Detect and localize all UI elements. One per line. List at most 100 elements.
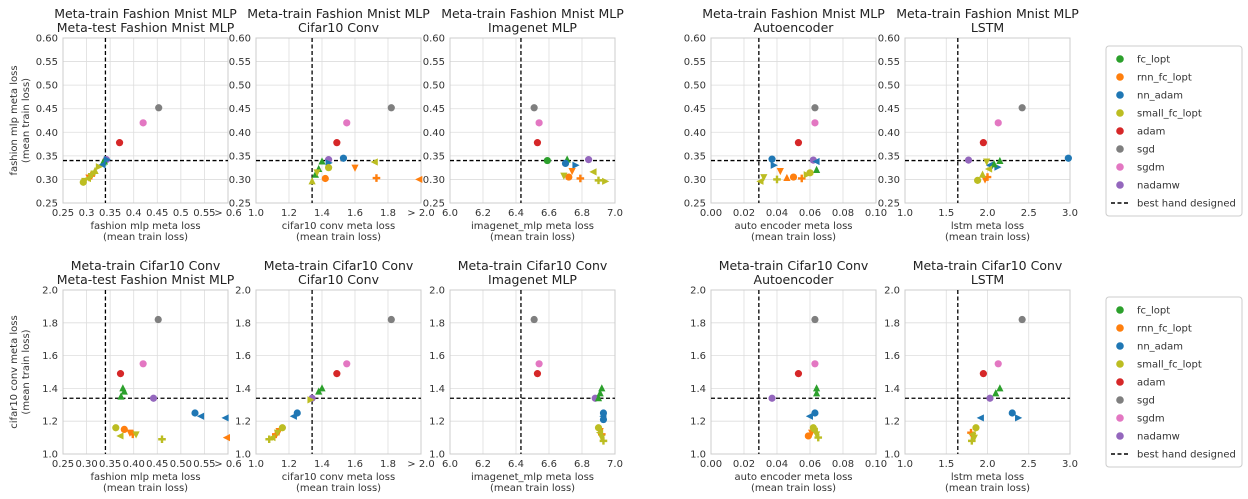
x-axis-label-sub: (mean train loss) — [945, 483, 1030, 494]
x-tick-label: 1.0 — [248, 459, 264, 470]
y-tick-label: 0.45 — [878, 104, 900, 115]
point-sgdm — [343, 119, 351, 127]
y-tick-label: 0.55 — [229, 57, 251, 68]
subplot-subtitle: Autoencoder — [754, 20, 835, 35]
y-tick-label: 1.8 — [690, 318, 706, 329]
x-tick-label: 2.5 — [1021, 208, 1037, 219]
point-rnn_fc_lopt — [272, 430, 280, 439]
x-axis-label: auto encoder meta loss — [734, 472, 852, 483]
point-sgd — [530, 104, 538, 112]
x-tick-label: 1.8 — [380, 459, 396, 470]
point-nn_adam — [770, 161, 778, 169]
x-tick-label: 0.25 — [52, 208, 74, 219]
y-tick-label: 0.45 — [229, 104, 251, 115]
legend-marker-small_fc_lopt — [1116, 360, 1124, 368]
point-fc_lopt — [594, 394, 603, 402]
x-tick-label: 0.06 — [799, 208, 821, 219]
legend-label: sgdm — [1137, 414, 1165, 425]
point-small_fc_lopt — [560, 172, 568, 180]
x-tick-label: 6.0 — [442, 208, 458, 219]
x-tick-label: 6.8 — [574, 208, 590, 219]
point-fc_lopt — [813, 389, 821, 397]
x-tick-label: > 0.6 — [214, 459, 241, 470]
point-sgd — [530, 315, 538, 324]
point-rnn_fc_lopt — [776, 167, 784, 176]
y-tick-label: 1.6 — [235, 351, 251, 362]
point-nn_adam — [1008, 409, 1016, 417]
y-tick-label: 1.8 — [429, 318, 445, 329]
y-tick-label: 0.50 — [229, 81, 251, 92]
y-tick-label: 0.55 — [423, 57, 445, 68]
x-tick-label: 0.04 — [766, 459, 788, 470]
point-adam — [116, 370, 125, 378]
y-tick-label: 0.50 — [878, 81, 900, 92]
subplot-subtitle: Cifar10 Conv — [298, 20, 380, 35]
subplot-title: Meta-train Fashion Mnist MLP — [702, 6, 885, 21]
plot-frame — [449, 289, 616, 455]
y-tick-label: 0.30 — [684, 175, 706, 186]
y-tick-label: 0.25 — [423, 199, 445, 210]
subplot-subtitle: Imagenet MLP — [488, 20, 577, 35]
point-sgdm — [811, 119, 819, 127]
point-small_fc_lopt — [974, 176, 982, 184]
y-tick-label: 1.2 — [884, 417, 900, 428]
point-fc_lopt — [120, 387, 128, 395]
plot-frame — [904, 37, 1071, 204]
y-tick-label: 0.40 — [36, 128, 58, 139]
y-tick-label: 2.0 — [884, 286, 900, 297]
y-tick-label: 0.60 — [229, 34, 251, 45]
point-small_fc_lopt — [112, 424, 120, 432]
subplot-2: 1.0 1.2 1.4 1.6 1.8 > 2.0 0.25 0.30 0.35 0.40 0.45… — [229, 6, 435, 243]
y-tick-label: 1.8 — [42, 318, 58, 329]
legend-label: rnn_fc_lopt — [1137, 73, 1192, 84]
point-rnn_fc_lopt — [565, 173, 573, 181]
subplot-title: Meta-train Fashion Mnist MLP — [247, 6, 430, 21]
point-nn_adam — [191, 409, 199, 417]
y-tick-label: 0.60 — [878, 34, 900, 45]
legend-marker-fc_lopt — [1116, 55, 1124, 63]
y-tick-label: 0.35 — [878, 151, 900, 162]
point-adam — [333, 139, 341, 147]
point-fc_lopt — [318, 157, 326, 165]
point-sgd — [811, 315, 819, 324]
x-tick-label: 0.10 — [865, 208, 887, 219]
legend-2: fc_lopt rnn_fc_lopt nn_adam small_fc_loptad… — [1105, 296, 1243, 468]
subplot-title: Meta-train Fashion Mnist MLP — [441, 6, 624, 21]
y-tick-label: 0.25 — [229, 199, 251, 210]
point-rnn_fc_lopt — [983, 173, 992, 181]
legend-label: rnn_fc_lopt — [1137, 324, 1192, 335]
legend-marker-adam — [1116, 127, 1124, 135]
point-small_fc_lopt — [313, 169, 321, 177]
point-small_fc_lopt — [756, 177, 764, 185]
point-nn_adam — [768, 155, 776, 163]
x-axis-label: fashion mlp meta loss — [90, 472, 200, 483]
point-nn_adam — [812, 157, 820, 166]
legend-label: nn_adam — [1137, 91, 1183, 102]
y-tick-label: 0.40 — [229, 128, 251, 139]
legend-label: best hand designed — [1137, 199, 1236, 210]
point-sgdm — [343, 360, 351, 368]
x-axis-label: auto encoder meta loss — [734, 221, 852, 232]
point-small_fc_lopt — [87, 170, 96, 179]
y-tick-label: 0.55 — [878, 57, 900, 68]
y-tick-label: 0.45 — [423, 104, 445, 115]
y-tick-label: 0.55 — [36, 57, 58, 68]
point-fc_lopt — [990, 160, 998, 168]
point-small_fc_lopt — [91, 166, 99, 174]
legend-marker-nadamw — [1116, 432, 1124, 440]
y-tick-label: 2.0 — [42, 286, 58, 297]
point-rnn_fc_lopt — [783, 173, 791, 182]
y-tick-label: 1.4 — [42, 384, 58, 395]
y-tick-label: 1.4 — [235, 384, 251, 395]
y-tick-label: 0.50 — [36, 81, 58, 92]
subplot-9: 0.00 0.02 0.04 0.06 0.08 0.10 1.0 1.2 1.4 1.6 1.8 2… — [690, 258, 887, 494]
point-rnn_fc_lopt — [222, 434, 230, 442]
x-tick-label: 0.50 — [170, 459, 192, 470]
x-tick-label: 1.2 — [281, 459, 297, 470]
point-rnn_fc_lopt — [789, 173, 798, 181]
legend-marker-fc_lopt — [1116, 306, 1124, 314]
x-tick-label: 2.0 — [980, 208, 996, 219]
x-axis-label-sub: (mean train loss) — [103, 483, 188, 494]
point-nn_adam — [98, 161, 106, 169]
x-tick-label: 0.25 — [52, 459, 74, 470]
